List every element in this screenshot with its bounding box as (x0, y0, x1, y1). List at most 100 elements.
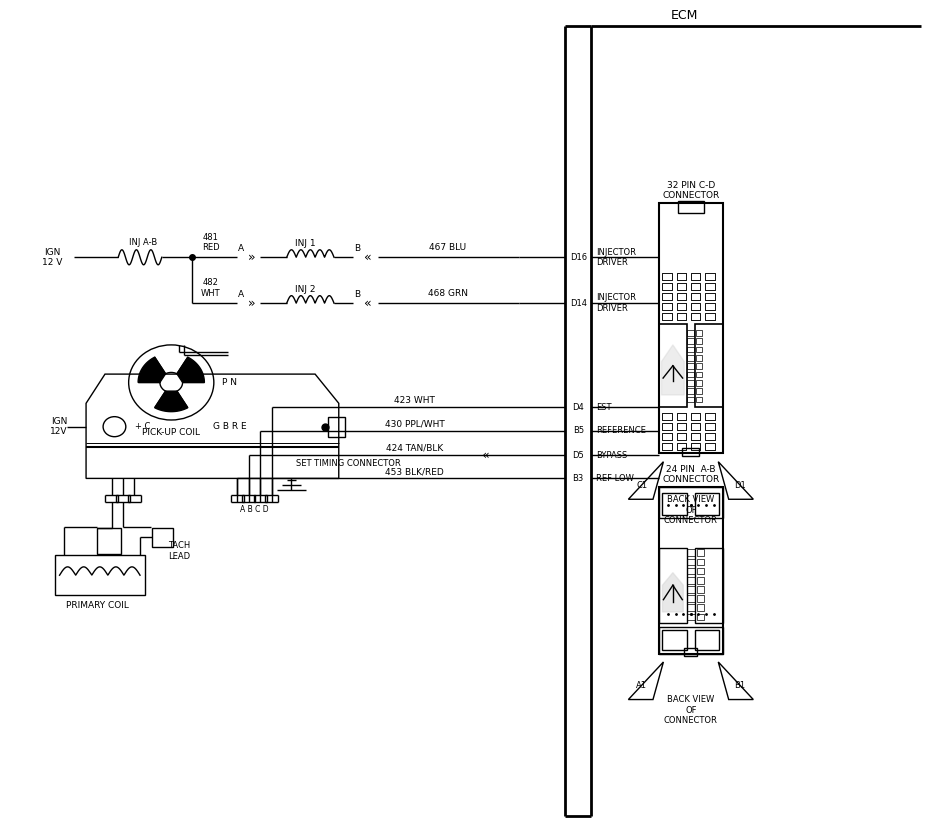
Text: ECM: ECM (670, 8, 698, 22)
Bar (677, 313, 686, 320)
Text: PRIMARY COIL: PRIMARY COIL (66, 601, 129, 610)
Text: D4: D4 (572, 403, 585, 412)
Text: BACK VIEW
OF
CONNECTOR: BACK VIEW OF CONNECTOR (664, 696, 718, 725)
Bar (695, 548, 723, 622)
Text: IGN
12V: IGN 12V (50, 417, 68, 436)
Bar (677, 433, 686, 440)
Bar (687, 371, 694, 377)
Bar (55, 555, 145, 596)
Bar (705, 303, 715, 310)
Bar (691, 273, 701, 280)
Bar (677, 303, 686, 310)
Bar (663, 493, 687, 515)
Bar (663, 433, 672, 440)
Text: 468 GRN: 468 GRN (427, 289, 467, 297)
Bar (663, 630, 687, 650)
Bar (691, 283, 701, 290)
Text: INJECTOR
DRIVER: INJECTOR DRIVER (596, 293, 636, 312)
Text: »: » (248, 251, 255, 264)
Bar (691, 433, 701, 440)
Bar (687, 380, 694, 386)
Text: INJ 1: INJ 1 (295, 239, 316, 249)
Text: A1: A1 (636, 681, 647, 690)
Bar (705, 303, 715, 310)
Bar (696, 388, 703, 394)
Bar (683, 448, 700, 456)
Bar (696, 396, 703, 402)
Bar (677, 444, 686, 450)
Bar (691, 303, 701, 310)
Bar (705, 283, 715, 290)
Text: INJ A-B: INJ A-B (129, 238, 157, 247)
Bar (687, 596, 695, 602)
Bar (663, 273, 672, 280)
Bar (687, 363, 694, 369)
Bar (677, 423, 686, 430)
Polygon shape (177, 357, 205, 382)
Text: »: » (248, 297, 255, 310)
Bar (687, 559, 695, 565)
Text: D1: D1 (734, 480, 746, 490)
Text: IGN
12 V: IGN 12 V (42, 248, 62, 267)
Text: «: « (365, 251, 372, 264)
Bar (691, 273, 701, 280)
Bar (705, 413, 715, 420)
Bar (684, 648, 698, 656)
Text: «: « (482, 449, 489, 461)
Bar (697, 605, 704, 611)
Bar (687, 339, 694, 344)
Bar (687, 549, 695, 556)
Bar (663, 273, 672, 280)
Bar (663, 444, 672, 450)
Text: B: B (354, 291, 360, 299)
Bar (696, 347, 703, 353)
Bar (705, 433, 715, 440)
Text: BACK VIEW
OF
CONNECTOR: BACK VIEW OF CONNECTOR (664, 496, 718, 525)
Bar (677, 313, 686, 320)
Bar (659, 324, 687, 407)
Text: INJECTOR
DRIVER: INJECTOR DRIVER (596, 248, 636, 267)
Text: A: A (238, 244, 245, 254)
Text: D5: D5 (572, 450, 585, 459)
Bar (696, 339, 703, 344)
Bar (677, 413, 686, 420)
Text: 424 TAN/BLK: 424 TAN/BLK (386, 444, 443, 453)
Bar (705, 444, 715, 450)
Bar (663, 423, 672, 430)
Polygon shape (663, 573, 684, 612)
Bar (677, 303, 686, 310)
Text: «: « (365, 297, 372, 310)
Bar (663, 303, 672, 310)
Bar (691, 293, 701, 300)
Bar (97, 528, 121, 554)
Bar (691, 413, 701, 420)
Bar (152, 528, 173, 547)
Bar (697, 549, 704, 556)
Bar (677, 293, 686, 300)
Bar (687, 355, 694, 360)
Polygon shape (662, 345, 684, 395)
Bar (663, 283, 672, 290)
Bar (659, 627, 723, 654)
Bar (705, 433, 715, 440)
Bar (663, 444, 672, 450)
Bar (677, 423, 686, 430)
Text: D14: D14 (569, 299, 586, 307)
Bar (697, 596, 704, 602)
Bar (691, 413, 701, 420)
Bar (705, 273, 715, 280)
Bar (663, 313, 672, 320)
Bar (705, 283, 715, 290)
Bar (696, 380, 703, 386)
Bar (691, 444, 701, 450)
Bar (705, 423, 715, 430)
Bar (695, 493, 720, 515)
Bar (705, 313, 715, 320)
Bar (659, 486, 723, 654)
Text: 423 WHT: 423 WHT (394, 396, 435, 406)
Text: 32 PIN C-D
CONNECTOR: 32 PIN C-D CONNECTOR (663, 181, 720, 200)
Bar (691, 313, 701, 320)
Bar (678, 201, 704, 213)
Bar (687, 388, 694, 394)
Text: G B R E: G B R E (213, 423, 247, 431)
